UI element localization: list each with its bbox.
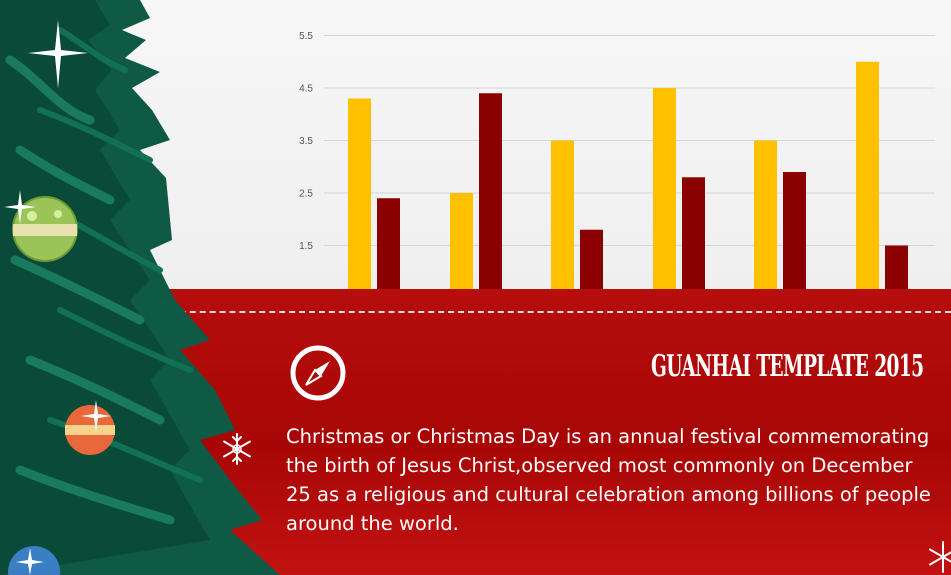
bar-series2-3 [580,229,603,289]
ornament-green-icon [4,190,78,262]
y-tick-label: 5.5 [299,31,313,42]
snowflake-icon [223,433,251,465]
brand-title: GUANHAI TEMPLATE 2015 [650,349,924,384]
bar-series1-1 [348,98,371,289]
bar-series2-5 [783,172,806,289]
bar-series2-4 [682,177,705,289]
bar-chart: 1.5 2.5 3.5 4.5 5.5 [299,31,935,289]
bar-series1-4 [653,88,676,289]
y-tick-label: 3.5 [299,136,313,147]
snowflake-icon [929,541,951,573]
star-sparkle-icon [28,20,88,88]
bar-chart-svg: 1.5 2.5 3.5 4.5 5.5 [299,31,935,289]
bar-series1-6 [856,61,879,289]
y-tick-label: 4.5 [299,84,313,95]
bar-series2-2 [479,93,502,289]
description-text: Christmas or Christmas Day is an annual … [286,425,931,535]
ornament-blue-icon [8,546,60,575]
christmas-tree-illustration [0,0,280,575]
ornament-orange-icon [65,400,115,455]
bar-series1-5 [754,140,777,289]
compass-icon [289,344,347,402]
dashed-divider [150,311,951,313]
y-tick-label: 1.5 [299,241,313,252]
bar-series1-3 [551,140,574,289]
bar-series1-2 [450,193,473,289]
bar-series2-1 [377,198,400,289]
bar-series2-6 [885,245,908,289]
y-tick-label: 2.5 [299,189,313,200]
